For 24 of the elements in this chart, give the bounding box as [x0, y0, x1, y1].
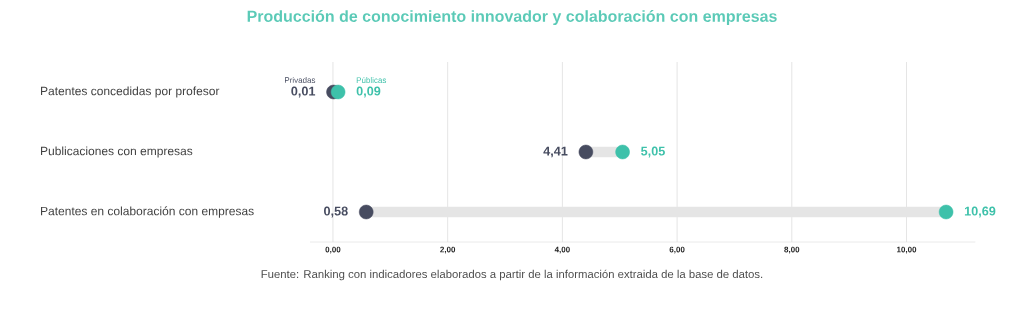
x-tick-label: 2,00 [440, 246, 456, 254]
point [330, 84, 346, 100]
point [938, 204, 954, 220]
point [615, 144, 630, 160]
data-label: 5,05 [641, 146, 665, 158]
y-tick-label: Publicaciones con empresas [41, 146, 193, 158]
point [359, 204, 374, 220]
data-label: 0,58 [324, 206, 348, 218]
data-label: 0,09 [356, 86, 381, 98]
y-tick-label: Patentes en colaboración con empresas [41, 206, 254, 218]
data-label: 0,01 [291, 86, 316, 98]
x-tick-label: 6,00 [669, 246, 685, 254]
y-tick-label: Patentes concedidas por profesor [41, 86, 220, 98]
chart-title: Producción de conocimiento innovador y colaboración con empresas [247, 10, 777, 26]
source-note: Fuente: Ranking con indicadores elaborados a partir de la información extraida de la base de datos. [261, 269, 763, 281]
point [578, 144, 594, 160]
x-tick-label: 8,00 [784, 246, 800, 254]
data-label: 10,69 [964, 206, 996, 218]
series-label: Públicas [356, 77, 387, 83]
x-tick-label: 10,00 [897, 246, 917, 254]
data-label: 4,41 [543, 146, 568, 158]
series-label: Privadas [285, 77, 316, 83]
x-tick-label: 4,00 [554, 246, 570, 254]
x-tick-label: 0,00 [325, 246, 341, 254]
